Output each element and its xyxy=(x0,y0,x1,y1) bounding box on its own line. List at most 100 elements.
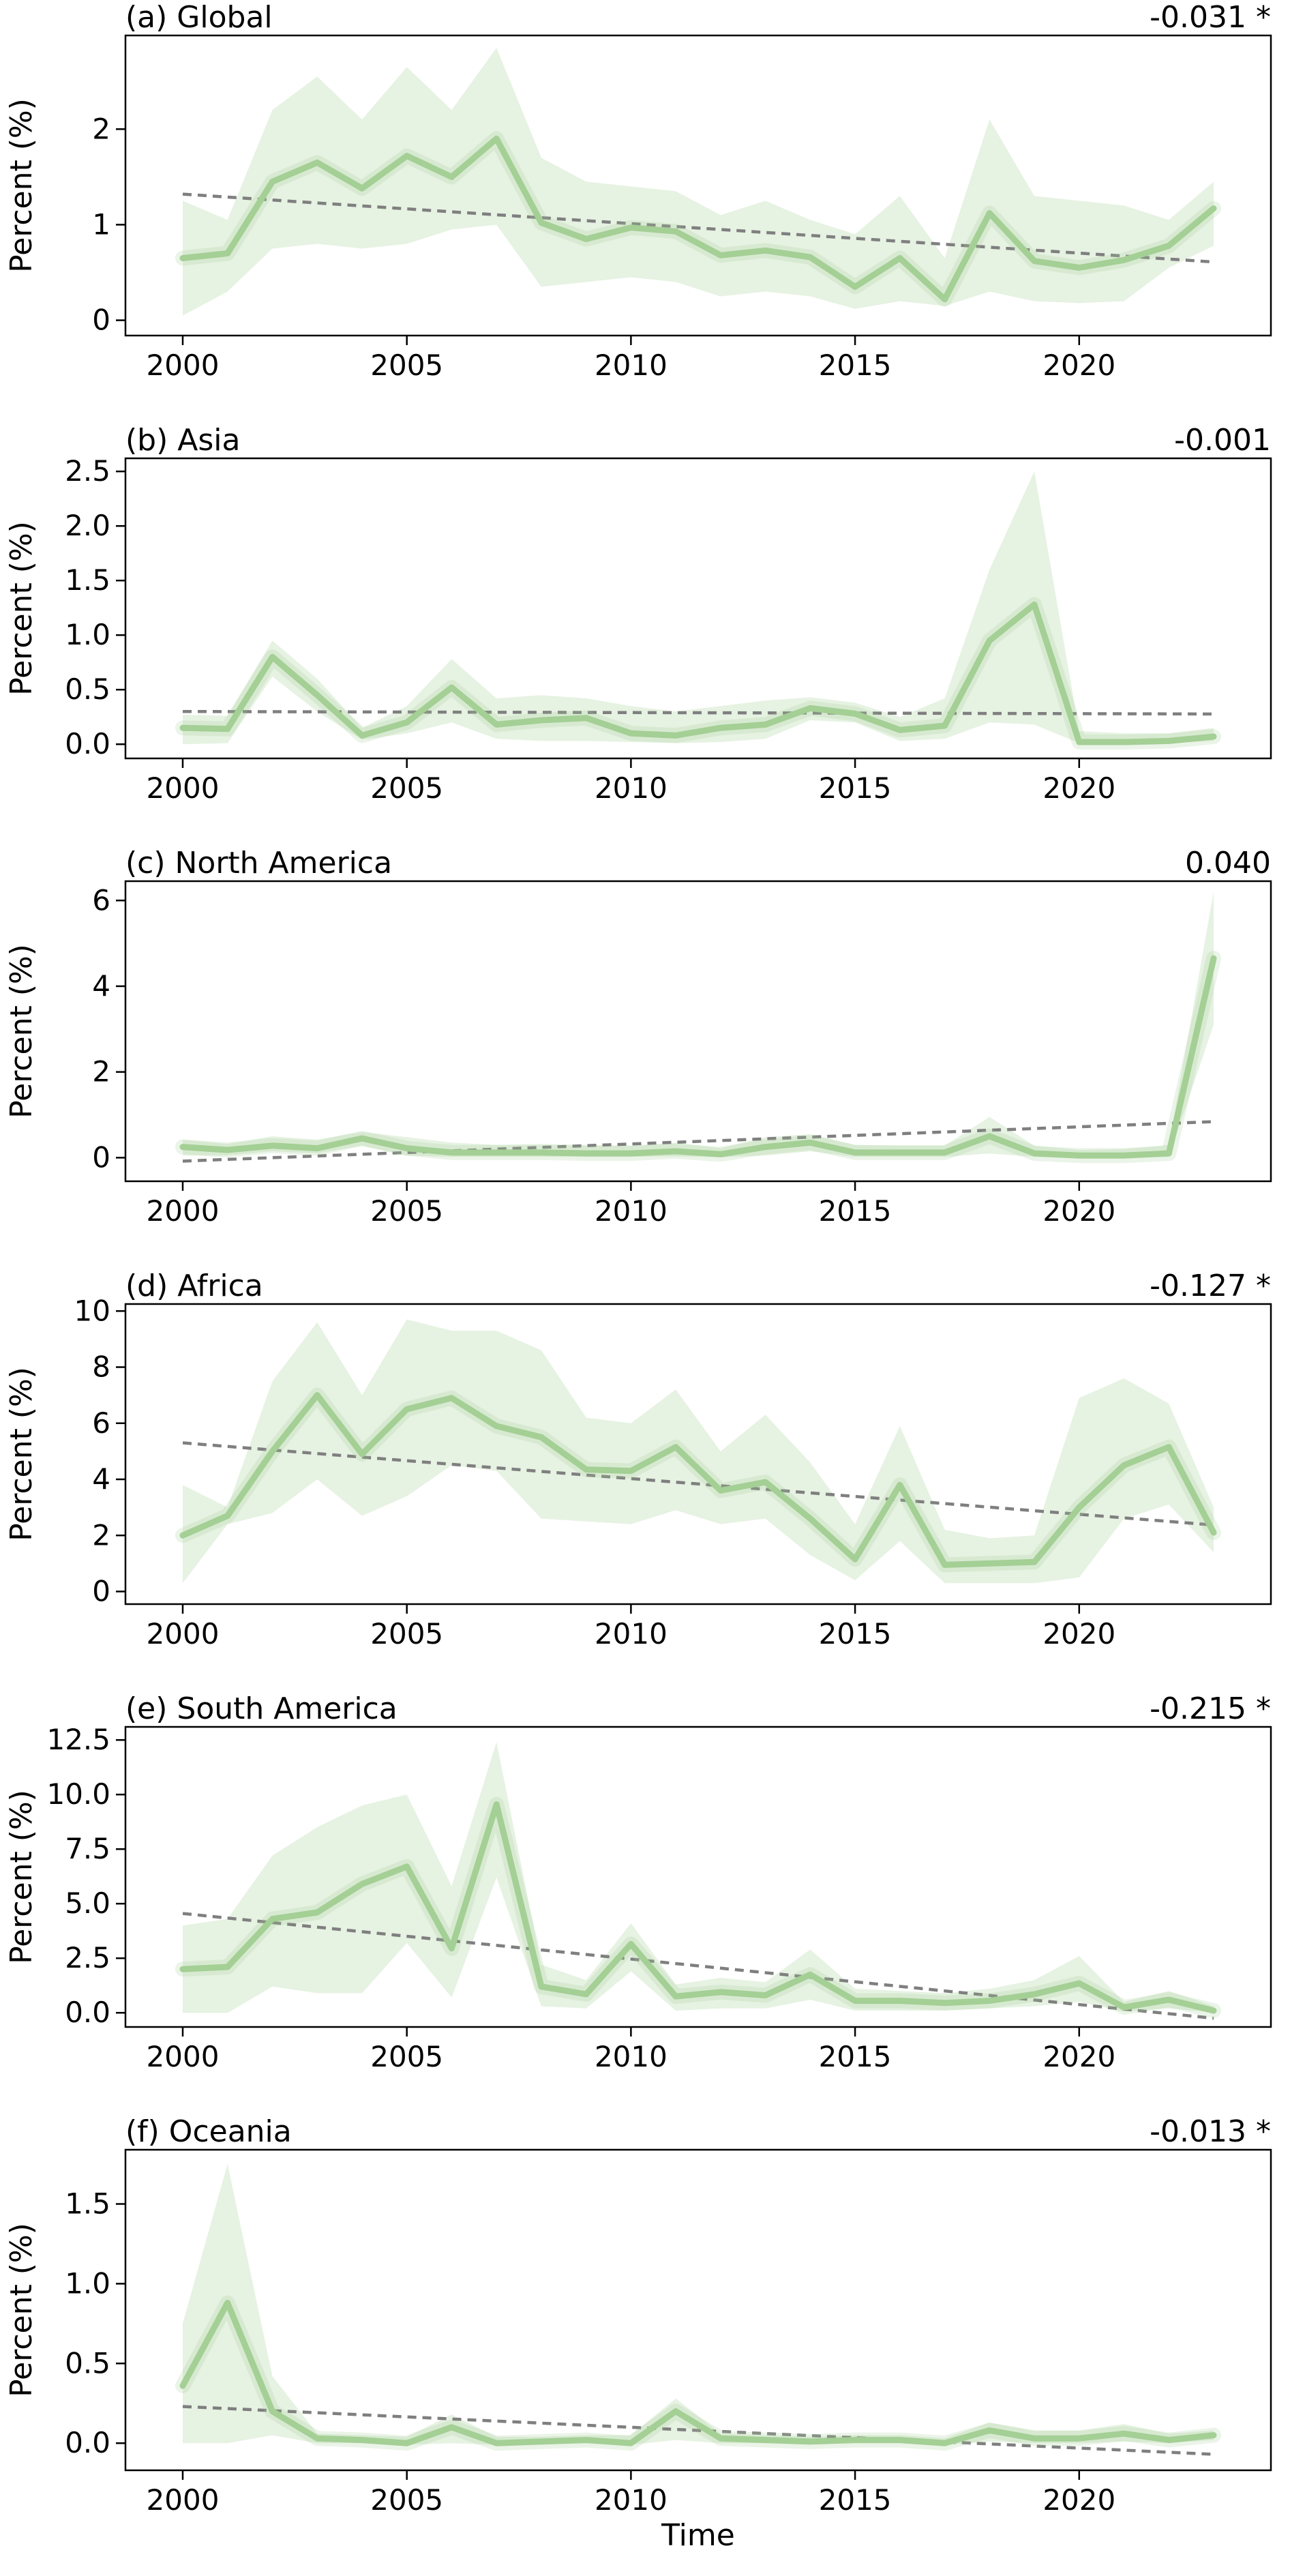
confidence-band xyxy=(183,1742,1214,2013)
y-axis-tick-label: 7.5 xyxy=(65,1832,110,1865)
series-inner-band xyxy=(175,951,1221,1164)
x-axis-tick-label: 2000 xyxy=(147,2483,220,2517)
x-axis-tick-label: 2010 xyxy=(595,771,668,805)
x-axis-tick-label: 2000 xyxy=(147,771,220,805)
y-axis-tick-label: 2.0 xyxy=(65,509,110,542)
x-axis-tick-label: 2015 xyxy=(819,2483,892,2517)
x-axis-tick-label: 2015 xyxy=(819,1194,892,1228)
y-axis-title: Percent (%) xyxy=(4,1367,39,1541)
slope-annotation-a: -0.031 * xyxy=(1150,0,1271,35)
trend-line xyxy=(182,192,1214,264)
y-axis-tick-label: 10.0 xyxy=(46,1777,110,1811)
x-axis-tick-label: 2020 xyxy=(1042,1617,1115,1650)
panel-title-d: (d) Africa xyxy=(125,1269,263,1303)
trend-line xyxy=(182,1912,1214,2020)
panel-title-a: (a) Global xyxy=(125,0,273,35)
confidence-band xyxy=(183,2164,1214,2445)
x-axis-tick-label: 2010 xyxy=(595,349,668,382)
slope-annotation-e: -0.215 * xyxy=(1150,1691,1271,1726)
x-axis-tick-label: 2005 xyxy=(370,1194,443,1228)
y-axis-tick-label: 8 xyxy=(92,1350,110,1384)
y-axis-title: Percent (%) xyxy=(4,2223,39,2397)
series-line xyxy=(179,2300,1217,2446)
plot-border xyxy=(124,1303,1272,1605)
y-axis-tick-label: 6 xyxy=(92,883,110,917)
y-axis-tick-label: 12.5 xyxy=(46,1723,110,1756)
panel-a: 2000 2005 2010 2015 2020 0 1 2 Percent (%) (a) Gl… xyxy=(4,0,1272,382)
series-line xyxy=(179,135,1217,303)
y-axis-tick-label: 0 xyxy=(92,1140,110,1174)
y-axis-tick-label: 0.0 xyxy=(65,2426,110,2459)
x-axis-title: Time xyxy=(661,2518,735,2553)
y-axis-tick-label: 0.0 xyxy=(65,1996,110,2029)
y-axis-title: Percent (%) xyxy=(4,98,39,273)
plot-area xyxy=(175,1319,1221,1584)
slope-annotation-b: -0.001 xyxy=(1174,423,1271,458)
x-axis-tick-label: 2005 xyxy=(370,2040,443,2073)
x-axis-tick-label: 2010 xyxy=(595,1617,668,1650)
y-axis-tick-label: 0.5 xyxy=(65,672,110,706)
plot-border xyxy=(124,880,1272,1183)
y-axis-tick-label: 1.5 xyxy=(65,563,110,597)
x-axis-tick-label: 2005 xyxy=(370,2483,443,2517)
y-axis-tick-label: 0.5 xyxy=(65,2346,110,2380)
x-axis-tick-label: 2015 xyxy=(819,1617,892,1650)
y-axis-tick-label: 6 xyxy=(92,1406,110,1440)
y-axis-tick-label: 1.0 xyxy=(65,618,110,651)
x-axis-tick-label: 2020 xyxy=(1042,2483,1115,2517)
x-axis-tick-label: 2005 xyxy=(370,349,443,382)
series-line xyxy=(179,1801,1217,2014)
panel-title-f: (f) Oceania xyxy=(125,2114,292,2149)
y-axis-tick-label: 10 xyxy=(74,1294,110,1327)
y-axis-tick-label: 4 xyxy=(92,969,110,1003)
panel-b: 2000 2005 2010 2015 2020 0.0 0.5 1.0 1.5 2.0 2.5 Pe… xyxy=(4,423,1272,805)
slope-annotation-d: -0.127 * xyxy=(1150,1269,1271,1303)
y-axis-title: Percent (%) xyxy=(4,521,39,696)
slope-annotation-c: 0.040 xyxy=(1185,846,1271,880)
x-axis-tick-label: 2010 xyxy=(595,2040,668,2073)
plot-border xyxy=(124,34,1272,337)
y-axis-tick-label: 2.5 xyxy=(65,454,110,488)
trend-line xyxy=(182,1441,1214,1527)
y-axis-tick-label: 2 xyxy=(92,112,110,145)
plot-border xyxy=(124,1726,1272,2028)
y-axis-tick-label: 0.0 xyxy=(65,727,110,760)
y-axis-tick-label: 5.0 xyxy=(65,1886,110,1920)
panel-e: 2000 2005 2010 2015 2020 0.0 2.5 5.0 7.5 10.0 12.5… xyxy=(4,1691,1272,2073)
panel-title-e: (e) South America xyxy=(125,1691,397,1726)
confidence-band xyxy=(183,48,1214,316)
x-axis-tick-label: 2010 xyxy=(595,2483,668,2517)
y-axis-tick-label: 4 xyxy=(92,1462,110,1496)
trend-line xyxy=(182,1120,1214,1163)
y-axis-tick-label: 2 xyxy=(92,1518,110,1552)
x-axis-tick-label: 2015 xyxy=(819,2040,892,2073)
confidence-band xyxy=(183,471,1214,745)
y-axis-tick-label: 2.5 xyxy=(65,1941,110,1974)
x-axis-tick-label: 2005 xyxy=(370,771,443,805)
x-axis-tick-label: 2020 xyxy=(1042,349,1115,382)
plot-area xyxy=(175,48,1221,316)
trend-line xyxy=(182,2405,1214,2456)
series-line xyxy=(179,601,1217,745)
series-line xyxy=(179,1392,1217,1568)
x-axis-tick-label: 2000 xyxy=(147,349,220,382)
plot-border xyxy=(124,2148,1272,2472)
confidence-band xyxy=(183,1319,1214,1584)
slope-annotation-f: -0.013 * xyxy=(1150,2114,1271,2149)
x-axis-tick-label: 2000 xyxy=(147,1194,220,1228)
x-axis-tick-label: 2015 xyxy=(819,771,892,805)
x-axis-tick-label: 2010 xyxy=(595,1194,668,1228)
x-axis-tick-label: 2005 xyxy=(370,1617,443,1650)
y-axis-tick-label: 0 xyxy=(92,304,110,337)
x-axis-tick-label: 2020 xyxy=(1042,1194,1115,1228)
x-axis-tick-label: 2000 xyxy=(147,2040,220,2073)
plot-area xyxy=(175,1742,1221,2020)
panel-f: 2000 2005 2010 2015 2020 0.0 0.5 1.0 1.5 Percent … xyxy=(4,2114,1272,2517)
panel-title-b: (b) Asia xyxy=(125,423,240,458)
plot-border xyxy=(124,457,1272,760)
x-axis-tick-label: 2020 xyxy=(1042,2040,1115,2073)
y-axis-tick-label: 1 xyxy=(92,207,110,241)
y-axis-title: Percent (%) xyxy=(4,944,39,1119)
